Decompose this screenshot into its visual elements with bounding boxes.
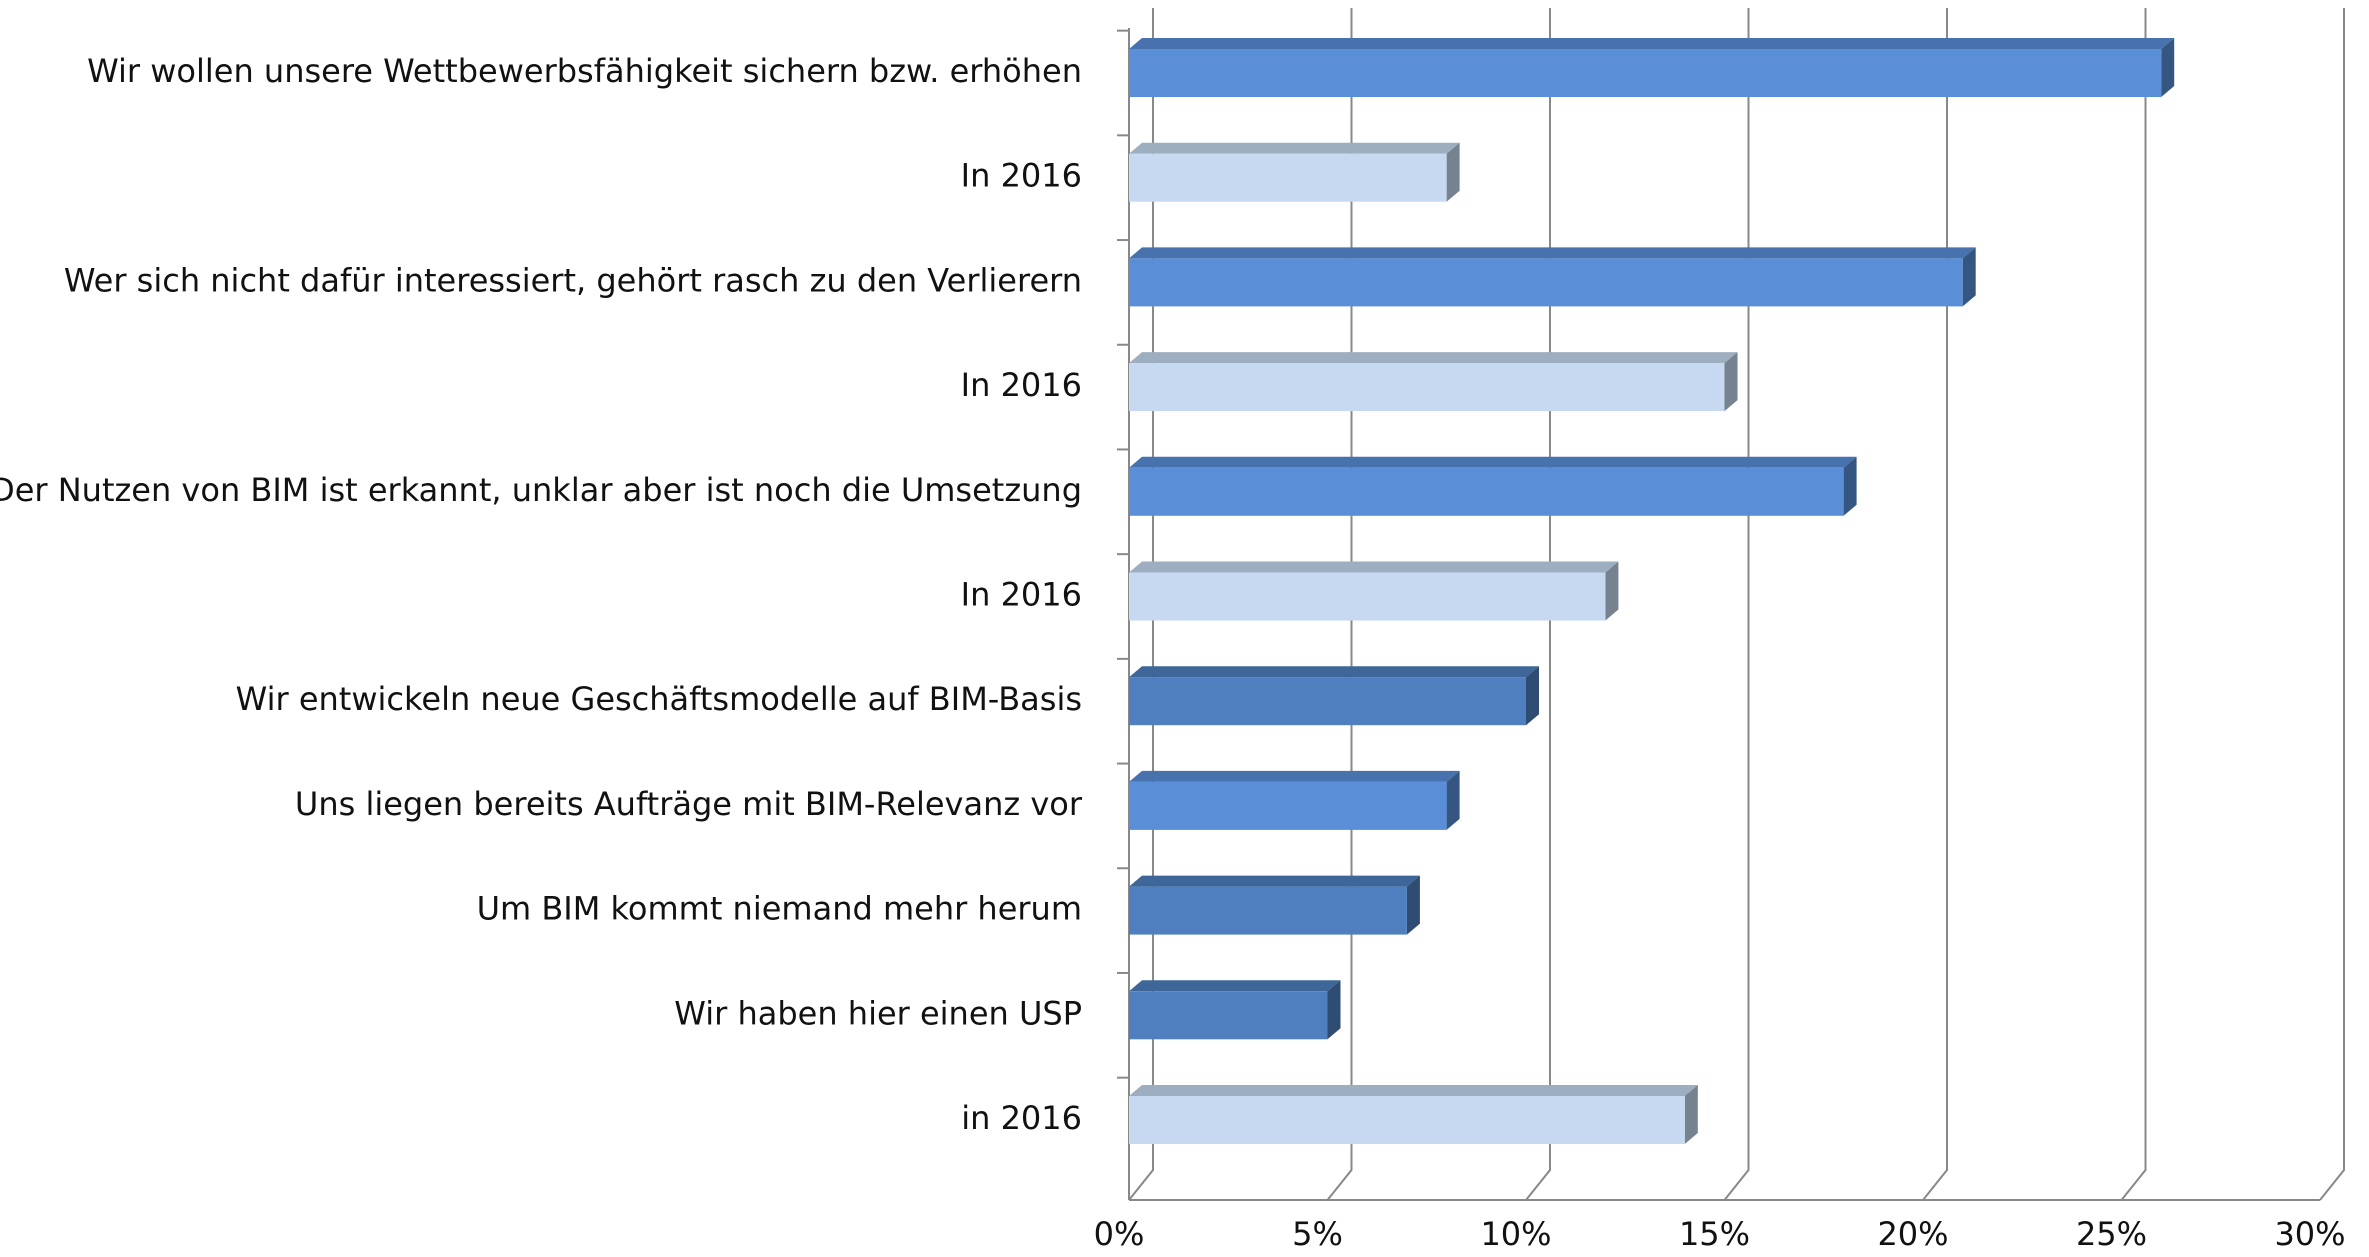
bar-top (1129, 980, 1341, 992)
grid-line (1922, 8, 1948, 1201)
bar-side (1962, 247, 1976, 307)
x-tick-label: 30% (2274, 1215, 2345, 1253)
bar-side (1327, 980, 1341, 1040)
bar (1129, 258, 1963, 307)
bar-top (1129, 247, 1976, 259)
bar (1129, 572, 1606, 621)
x-tick-label: 5% (1292, 1215, 1343, 1253)
x-tick-label: 10% (1480, 1215, 1551, 1253)
bar (1129, 1096, 1685, 1144)
bar-top (1129, 38, 2175, 49)
bar (1129, 49, 2162, 97)
x-tick-label: 20% (1877, 1215, 1948, 1253)
y-tick-label: Wir wollen unsere Wettbewerbsfähigkeit s… (87, 52, 1082, 90)
bar-side (2161, 38, 2175, 97)
bar-top (1129, 770, 1460, 782)
bar (1129, 363, 1725, 412)
bar (1129, 781, 1447, 830)
bar-top (1129, 1085, 1698, 1096)
bar-top (1129, 142, 1460, 154)
bar (1129, 991, 1328, 1040)
y-tick-label: Der Nutzen von BIM ist erkannt, unklar a… (0, 471, 1082, 509)
bar-top (1129, 561, 1619, 573)
bar-side (1446, 770, 1460, 830)
y-tick-label: In 2016 (961, 366, 1082, 404)
bar (1129, 153, 1447, 202)
grid-line (2319, 8, 2345, 1201)
y-tick-label: Wer sich nicht dafür interessiert, gehör… (64, 261, 1082, 299)
bar-side (1724, 352, 1738, 412)
bar-side (1526, 666, 1539, 726)
y-tick-label: Wir haben hier einen USP (674, 994, 1082, 1032)
bar (1129, 886, 1407, 935)
bar-top (1129, 456, 1857, 468)
grid-line (1723, 8, 1750, 1201)
y-tick-label: Uns liegen bereits Aufträge mit BIM-Rele… (295, 785, 1083, 823)
y-tick-label: In 2016 (961, 576, 1082, 614)
x-tick-label: 25% (2076, 1215, 2147, 1253)
x-tick-label: 15% (1679, 1215, 1750, 1253)
bar-top (1129, 666, 1539, 678)
bar (1129, 467, 1844, 516)
bar-side (1843, 456, 1857, 516)
bar-side (1684, 1085, 1698, 1144)
bar-side (1446, 142, 1460, 202)
bar-top (1129, 875, 1420, 887)
x-tick-label: 0% (1094, 1215, 1145, 1253)
bar-side (1406, 875, 1420, 935)
bar-side (1605, 561, 1619, 621)
y-tick-label: Wir entwickeln neue Geschäftsmodelle auf… (236, 680, 1082, 718)
bar (1129, 677, 1526, 726)
y-tick-label: In 2016 (961, 157, 1082, 195)
y-tick-label: Um BIM kommt niemand mehr herum (477, 890, 1082, 928)
grid-line (2120, 8, 2147, 1201)
bar-top (1129, 352, 1738, 364)
y-tick-label: in 2016 (961, 1099, 1082, 1137)
